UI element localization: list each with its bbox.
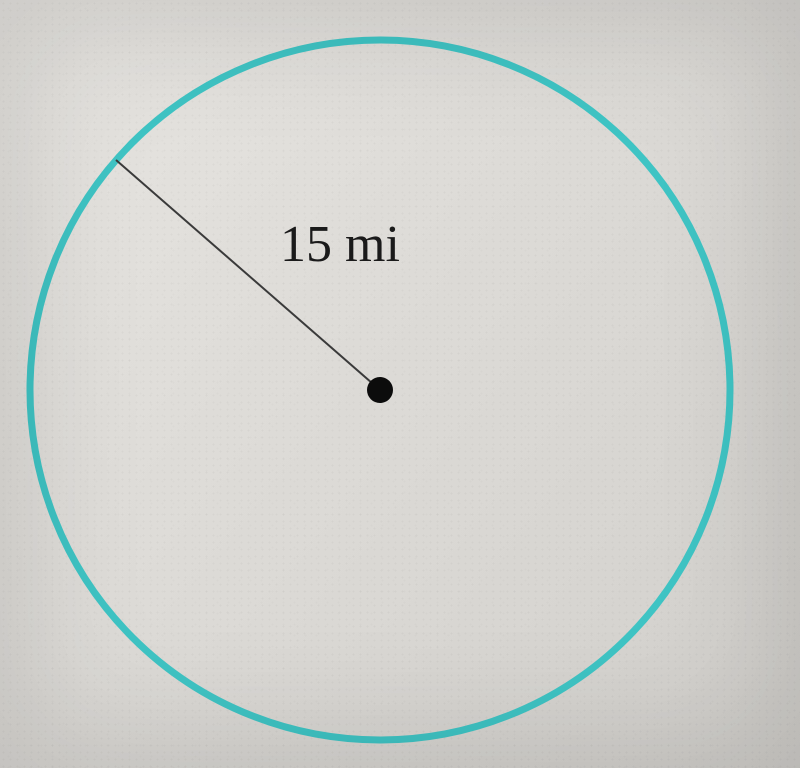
center-dot [367, 377, 393, 403]
radius-label: 15 mi [280, 215, 400, 274]
radius-line [116, 160, 380, 390]
circle-diagram [0, 0, 800, 768]
